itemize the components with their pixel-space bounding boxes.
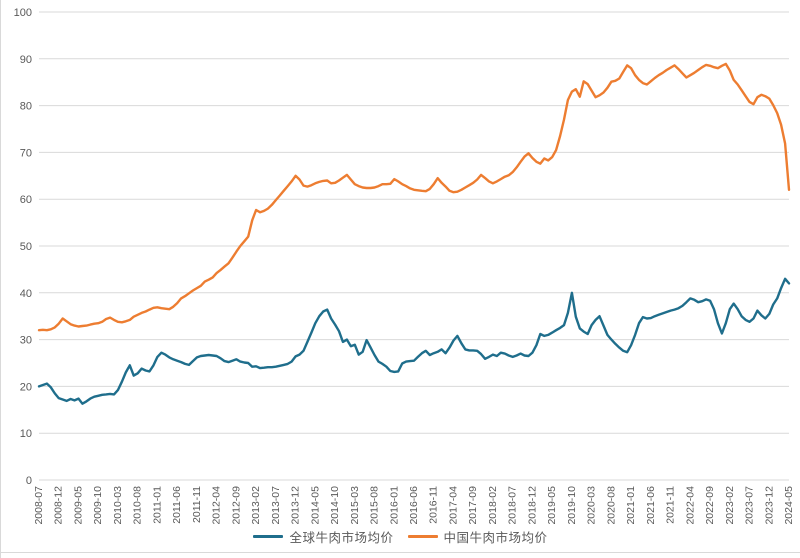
y-tick-label: 70 <box>20 147 32 159</box>
x-tick-label: 2023-02 <box>724 486 736 525</box>
x-tick-label: 2012-09 <box>230 486 242 525</box>
x-tick-label: 2010-08 <box>132 486 144 525</box>
y-tick-label: 10 <box>20 428 32 440</box>
y-tick-label: 60 <box>20 194 32 206</box>
series-line-global <box>37 277 791 405</box>
x-tick-label: 2021-06 <box>645 486 657 525</box>
x-tick-label: 2011-06 <box>171 486 183 524</box>
y-tick-label: 30 <box>20 335 32 347</box>
china-series-label: 中国牛肉市场均价 <box>443 531 548 545</box>
x-tick-label: 2011-01 <box>151 486 163 524</box>
x-tick-label: 2008-12 <box>53 486 65 525</box>
x-tick-label: 2020-08 <box>605 486 617 525</box>
x-tick-label: 2014-05 <box>309 486 321 525</box>
x-tick-label: 2021-11 <box>665 486 677 524</box>
x-tick-label: 2010-03 <box>112 486 124 525</box>
x-tick-label: 2008-07 <box>33 486 45 525</box>
x-tick-label: 2020-03 <box>586 486 598 525</box>
y-tick-label: 20 <box>20 381 32 393</box>
x-tick-label: 2015-08 <box>369 486 381 525</box>
x-tick-label: 2015-03 <box>349 486 361 525</box>
x-tick-label: 2016-06 <box>408 486 420 525</box>
x-tick-label: 2009-10 <box>92 486 104 525</box>
legend-item-china: 中国牛肉市场均价 <box>407 527 548 546</box>
x-tick-label: 2021-01 <box>625 486 637 525</box>
x-tick-label: 2016-11 <box>428 486 440 524</box>
x-tick-label: 2012-04 <box>211 486 223 525</box>
y-tick-label: 50 <box>20 241 32 253</box>
x-tick-label: 2022-09 <box>704 486 716 525</box>
x-tick-label: 2018-07 <box>507 486 519 525</box>
x-tick-label: 2018-12 <box>526 486 538 525</box>
x-tick-label: 2018-02 <box>487 486 499 525</box>
x-tick-label: 2017-09 <box>467 486 479 525</box>
x-tick-label: 2013-12 <box>290 486 302 525</box>
chart-legend: 全球牛肉市场均价 中国牛肉市场均价 <box>1 527 800 546</box>
x-tick-label: 2009-05 <box>72 486 84 525</box>
x-tick-label: 2023-12 <box>763 486 775 525</box>
x-tick-label: 2013-07 <box>270 486 282 525</box>
legend-item-global: 全球牛肉市场均价 <box>253 527 393 546</box>
x-tick-label: 2011-11 <box>191 486 203 523</box>
y-tick-label: 100 <box>14 7 32 19</box>
x-tick-label: 2014-10 <box>329 486 341 525</box>
x-tick-label: 2016-01 <box>388 486 400 525</box>
x-tick-label: 2022-04 <box>684 486 696 525</box>
y-tick-label: 40 <box>20 288 32 300</box>
x-tick-label: 2017-04 <box>447 486 459 525</box>
series-line-china <box>37 62 791 332</box>
x-tick-label: 2019-05 <box>546 486 558 525</box>
y-tick-label: 90 <box>20 54 32 66</box>
y-tick-label: 0 <box>26 475 32 487</box>
x-tick-label: 2023-07 <box>744 486 756 525</box>
y-tick-label: 80 <box>20 101 32 113</box>
global-series-swatch <box>253 535 284 538</box>
x-tick-label: 2019-10 <box>566 486 578 525</box>
china-series-swatch <box>407 535 438 538</box>
chart-bottom-border <box>1 552 800 553</box>
x-tick-label: 2024-05 <box>783 486 795 525</box>
global-series-label: 全球牛肉市场均价 <box>289 531 394 545</box>
x-tick-label: 2013-02 <box>250 486 262 525</box>
